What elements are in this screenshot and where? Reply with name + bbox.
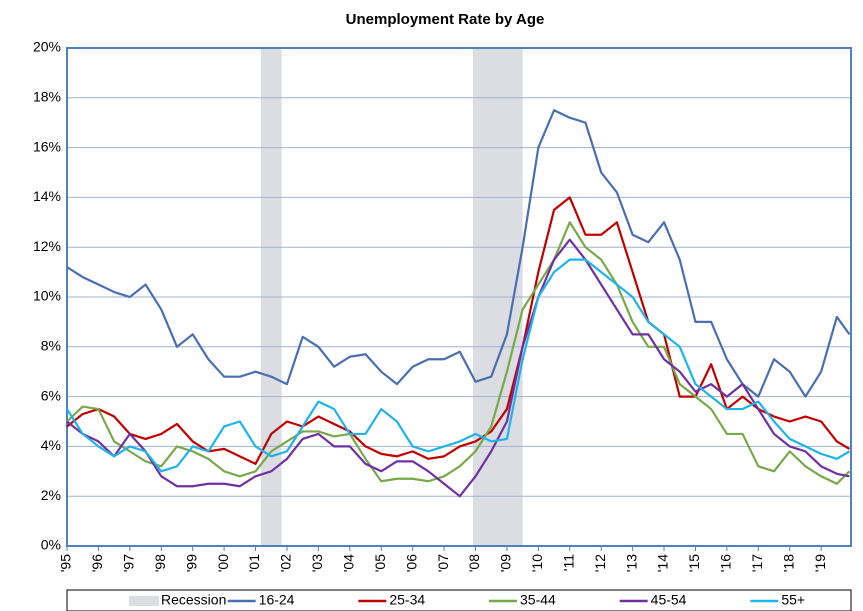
x-tick-label: '11	[560, 554, 576, 571]
legend-label: Recession	[161, 592, 226, 608]
x-tick-label: '02	[278, 554, 294, 572]
x-tick-label: '00	[215, 554, 231, 572]
y-tick-label: 10%	[33, 288, 61, 304]
x-tick-label: '18	[780, 554, 796, 572]
y-tick-label: 16%	[33, 138, 61, 154]
y-tick-label: 0%	[41, 537, 61, 553]
x-tick-label: '98	[152, 554, 168, 572]
y-tick-label: 4%	[41, 437, 61, 453]
y-tick-label: 8%	[41, 338, 61, 354]
legend-label: 25-34	[389, 592, 425, 608]
x-tick-label: '17	[749, 554, 765, 572]
x-tick-label: '19	[812, 554, 828, 572]
y-tick-label: 20%	[33, 39, 61, 55]
line-series	[66, 258, 850, 473]
x-tick-label: '09	[498, 554, 514, 572]
plot-frame	[66, 47, 852, 547]
x-tick-label: '16	[718, 554, 734, 572]
x-tick-label: '97	[121, 554, 137, 572]
x-tick-label: '10	[529, 554, 545, 572]
legend-label: 55+	[781, 592, 805, 608]
line-series	[66, 109, 851, 398]
y-tick-label: 6%	[41, 387, 61, 403]
legend-label: 16-24	[259, 592, 295, 608]
x-tick-label: '13	[623, 554, 639, 572]
y-tick-label: 14%	[33, 188, 61, 204]
legend-box	[66, 589, 852, 611]
x-tick-label: '95	[58, 554, 74, 572]
x-tick-label: '01	[246, 554, 262, 572]
y-tick-label: 12%	[33, 238, 61, 254]
x-tick-label: '12	[592, 554, 608, 572]
line-series	[66, 221, 851, 485]
x-tick-label: '15	[686, 554, 702, 572]
chart-title: Unemployment Rate by Age	[346, 11, 545, 28]
x-tick-label: '04	[341, 554, 357, 572]
legend-label: 35-44	[520, 592, 556, 608]
legend-label: 45-54	[651, 592, 687, 608]
x-tick-label: '03	[309, 554, 325, 572]
x-tick-label: '05	[372, 554, 388, 572]
x-tick-label: '07	[435, 554, 451, 572]
legend-swatch	[129, 596, 159, 606]
x-tick-label: '99	[183, 554, 199, 572]
x-tick-label: '08	[466, 554, 482, 572]
line-series	[66, 238, 850, 498]
x-tick-label: '06	[403, 554, 419, 572]
x-tick-label: '96	[89, 554, 105, 572]
y-tick-label: 2%	[41, 487, 61, 503]
x-tick-label: '14	[655, 554, 671, 572]
y-tick-label: 18%	[33, 89, 61, 105]
line-series	[66, 196, 850, 465]
